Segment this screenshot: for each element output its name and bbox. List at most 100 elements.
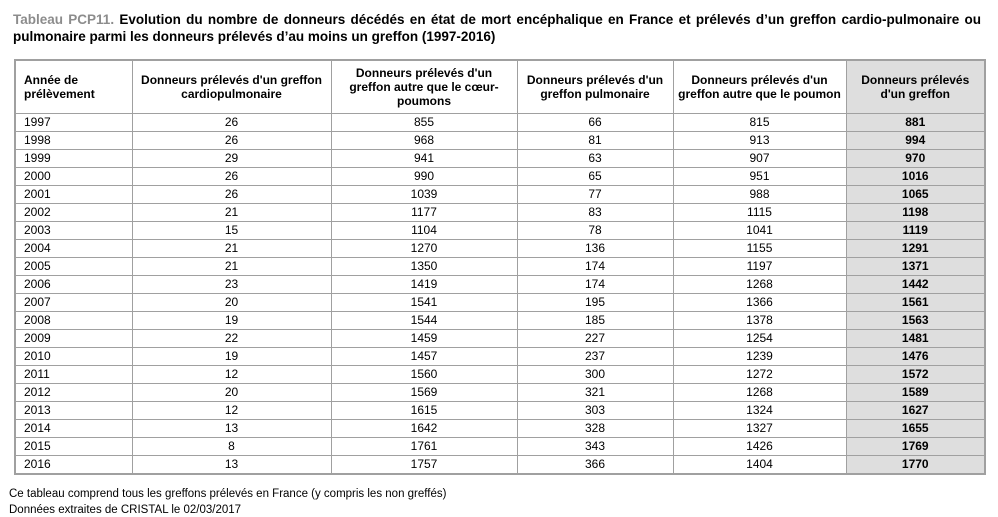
value-cell: 988	[672, 185, 847, 204]
value-cell: 66	[516, 113, 674, 132]
value-cell: 1324	[672, 401, 847, 420]
table-row: 2014 13 1642 328 1327 1655	[14, 419, 986, 438]
year-cell: 2003	[14, 221, 133, 240]
column-header-2: Donneurs prélevés d'un greffon autre que…	[330, 59, 518, 114]
value-cell: 81	[516, 131, 674, 150]
value-cell: 970	[845, 149, 986, 168]
value-cell: 1627	[845, 401, 986, 420]
value-cell: 1016	[845, 167, 986, 186]
value-cell: 1442	[845, 275, 986, 294]
value-cell: 20	[131, 383, 332, 402]
value-cell: 1350	[330, 257, 518, 276]
value-cell: 63	[516, 149, 674, 168]
value-cell: 1761	[330, 437, 518, 456]
value-cell: 19	[131, 347, 332, 366]
value-cell: 1378	[672, 311, 847, 330]
value-cell: 77	[516, 185, 674, 204]
table-row: 2001 26 1039 77 988 1065	[14, 185, 986, 204]
value-cell: 1041	[672, 221, 847, 240]
value-cell: 366	[516, 455, 674, 475]
table-row: 2000 26 990 65 951 1016	[14, 167, 986, 186]
value-cell: 1561	[845, 293, 986, 312]
footnotes: Ce tableau comprend tous les greffons pr…	[9, 487, 998, 517]
value-cell: 907	[672, 149, 847, 168]
value-cell: 19	[131, 311, 332, 330]
year-cell: 2008	[14, 311, 133, 330]
value-cell: 1197	[672, 257, 847, 276]
value-cell: 1270	[330, 239, 518, 258]
value-cell: 1476	[845, 347, 986, 366]
year-cell: 1998	[14, 131, 133, 150]
value-cell: 321	[516, 383, 674, 402]
value-cell: 1419	[330, 275, 518, 294]
year-cell: 2007	[14, 293, 133, 312]
donors-table-header: Année de prélèvement Donneurs prélevés d'…	[14, 59, 986, 114]
header-row: Année de prélèvement Donneurs prélevés d'…	[14, 59, 986, 114]
table-row: 2005 21 1350 174 1197 1371	[14, 257, 986, 276]
year-cell: 2014	[14, 419, 133, 438]
value-cell: 1065	[845, 185, 986, 204]
value-cell: 227	[516, 329, 674, 348]
year-cell: 2016	[14, 455, 133, 475]
value-cell: 78	[516, 221, 674, 240]
donors-table: Année de prélèvement Donneurs prélevés d'…	[14, 58, 986, 475]
column-header-0: Année de prélèvement	[14, 59, 133, 114]
table-row: 2003 15 1104 78 1041 1119	[14, 221, 986, 240]
value-cell: 29	[131, 149, 332, 168]
year-cell: 2010	[14, 347, 133, 366]
value-cell: 855	[330, 113, 518, 132]
value-cell: 1541	[330, 293, 518, 312]
value-cell: 21	[131, 239, 332, 258]
table-title-text: Evolution du nombre de donneurs décédés …	[13, 12, 981, 45]
value-cell: 20	[131, 293, 332, 312]
value-cell: 21	[131, 203, 332, 222]
value-cell: 26	[131, 167, 332, 186]
year-cell: 2006	[14, 275, 133, 294]
table-row: 2002 21 1177 83 1115 1198	[14, 203, 986, 222]
table-row: 2008 19 1544 185 1378 1563	[14, 311, 986, 330]
value-cell: 343	[516, 437, 674, 456]
value-cell: 23	[131, 275, 332, 294]
value-cell: 1327	[672, 419, 847, 438]
value-cell: 13	[131, 455, 332, 475]
value-cell: 195	[516, 293, 674, 312]
value-cell: 26	[131, 131, 332, 150]
year-cell: 2009	[14, 329, 133, 348]
table-row: 2007 20 1541 195 1366 1561	[14, 293, 986, 312]
value-cell: 1039	[330, 185, 518, 204]
year-cell: 2000	[14, 167, 133, 186]
value-cell: 1404	[672, 455, 847, 475]
table-row: 2016 13 1757 366 1404 1770	[14, 455, 986, 475]
value-cell: 1459	[330, 329, 518, 348]
value-cell: 1104	[330, 221, 518, 240]
column-header-4: Donneurs prélevés d'un greffon autre que…	[672, 59, 847, 114]
value-cell: 174	[516, 257, 674, 276]
value-cell: 1239	[672, 347, 847, 366]
year-cell: 2002	[14, 203, 133, 222]
value-cell: 913	[672, 131, 847, 150]
value-cell: 1291	[845, 239, 986, 258]
value-cell: 968	[330, 131, 518, 150]
value-cell: 174	[516, 275, 674, 294]
year-cell: 2015	[14, 437, 133, 456]
value-cell: 1642	[330, 419, 518, 438]
value-cell: 881	[845, 113, 986, 132]
value-cell: 990	[330, 167, 518, 186]
value-cell: 1769	[845, 437, 986, 456]
value-cell: 1198	[845, 203, 986, 222]
value-cell: 1366	[672, 293, 847, 312]
year-cell: 2013	[14, 401, 133, 420]
value-cell: 12	[131, 365, 332, 384]
table-row: 2010 19 1457 237 1239 1476	[14, 347, 986, 366]
table-title-prefix: Tableau PCP11.	[13, 12, 115, 27]
value-cell: 1655	[845, 419, 986, 438]
value-cell: 1268	[672, 275, 847, 294]
value-cell: 300	[516, 365, 674, 384]
table-row: 2006 23 1419 174 1268 1442	[14, 275, 986, 294]
year-cell: 1999	[14, 149, 133, 168]
value-cell: 303	[516, 401, 674, 420]
value-cell: 21	[131, 257, 332, 276]
value-cell: 941	[330, 149, 518, 168]
value-cell: 951	[672, 167, 847, 186]
value-cell: 1544	[330, 311, 518, 330]
